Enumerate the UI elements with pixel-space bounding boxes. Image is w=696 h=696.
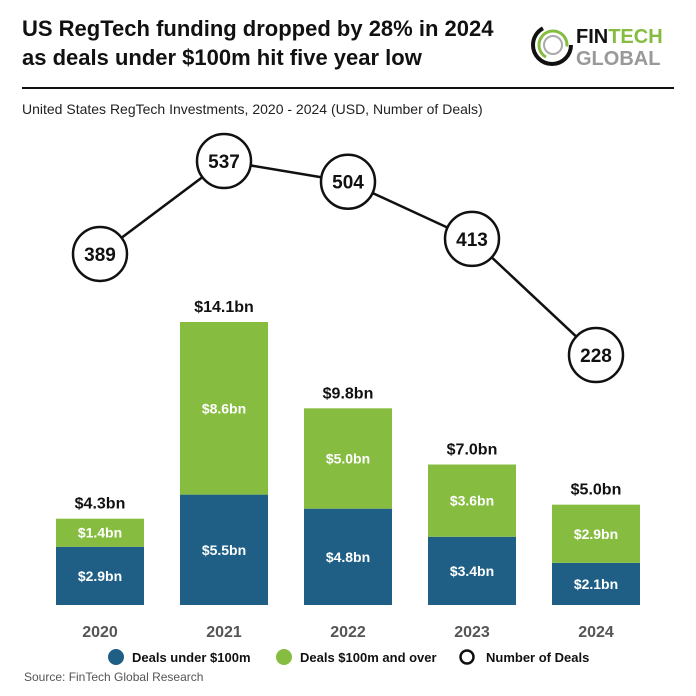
deals-count-marker bbox=[443, 210, 501, 268]
bar-over-100m bbox=[552, 504, 640, 563]
bar-over-100m bbox=[56, 518, 144, 547]
bar-total-label: $14.1bn bbox=[194, 299, 254, 316]
bar-label-over-100m: $1.4bn bbox=[78, 525, 122, 541]
bar-label-over-100m: $8.6bn bbox=[202, 400, 246, 416]
x-tick-label: 2021 bbox=[206, 624, 242, 641]
svg-text:FINTECH: FINTECH bbox=[576, 26, 663, 48]
bar-total-label: $7.0bn bbox=[447, 442, 498, 459]
legend-swatch-over-100m bbox=[276, 649, 292, 665]
legend-label-deals: Number of Deals bbox=[486, 650, 589, 665]
bar-label-under-100m: $2.9bn bbox=[78, 568, 122, 584]
bar-label-over-100m: $3.6bn bbox=[450, 493, 494, 509]
bar-label-under-100m: $4.8bn bbox=[326, 549, 370, 565]
headline: US RegTech funding dropped by 28% in 202… bbox=[22, 14, 493, 72]
x-tick-label: 2022 bbox=[330, 624, 366, 641]
headline-line-2: as deals under $100m hit five year low bbox=[22, 45, 422, 70]
bar-over-100m bbox=[304, 408, 392, 509]
bar-label-under-100m: $5.5bn bbox=[202, 542, 246, 558]
bar-total-label: $4.3bn bbox=[75, 496, 126, 513]
x-tick-label: 2024 bbox=[578, 624, 614, 641]
bar-label-over-100m: $2.9bn bbox=[574, 526, 618, 542]
title-divider bbox=[22, 87, 674, 89]
bar-under-100m bbox=[428, 536, 516, 605]
deals-count-marker bbox=[71, 225, 129, 283]
bar-under-100m bbox=[552, 562, 640, 605]
source-note: Source: FinTech Global Research bbox=[24, 670, 204, 684]
legend-label-under-100m: Deals under $100m bbox=[132, 650, 251, 665]
deals-count-marker bbox=[319, 153, 377, 210]
bar-label-under-100m: $2.1bn bbox=[574, 576, 618, 592]
deals-count-label: 389 bbox=[84, 245, 116, 266]
deals-count-label: 228 bbox=[580, 346, 612, 367]
bar-under-100m bbox=[56, 546, 144, 605]
deals-count-label: 537 bbox=[208, 152, 240, 173]
x-tick-label: 2020 bbox=[82, 624, 118, 641]
bar-under-100m bbox=[304, 508, 392, 605]
svg-text:GLOBAL: GLOBAL bbox=[576, 48, 660, 70]
fintech-global-logo: FINTECH GLOBAL bbox=[531, 24, 663, 70]
bar-under-100m bbox=[180, 494, 268, 605]
deals-count-label: 504 bbox=[332, 173, 364, 194]
legend-swatch-under-100m bbox=[108, 649, 124, 665]
bar-label-over-100m: $5.0bn bbox=[326, 450, 370, 466]
legend-swatch-deals bbox=[459, 649, 475, 665]
chart-subtitle: United States RegTech Investments, 2020 … bbox=[22, 101, 483, 117]
bar-total-label: $9.8bn bbox=[323, 385, 374, 402]
deals-count-marker bbox=[567, 326, 625, 384]
headline-line-1: US RegTech funding dropped by 28% in 202… bbox=[22, 16, 494, 41]
x-tick-label: 2023 bbox=[454, 624, 490, 641]
bar-over-100m bbox=[428, 464, 516, 537]
bar-over-100m bbox=[180, 322, 268, 495]
deals-count-label: 413 bbox=[456, 230, 488, 251]
legend-label-over-100m: Deals $100m and over bbox=[300, 650, 437, 665]
bar-total-label: $5.0bn bbox=[571, 482, 622, 499]
deals-count-marker bbox=[195, 132, 253, 190]
bar-label-under-100m: $3.4bn bbox=[450, 563, 494, 579]
